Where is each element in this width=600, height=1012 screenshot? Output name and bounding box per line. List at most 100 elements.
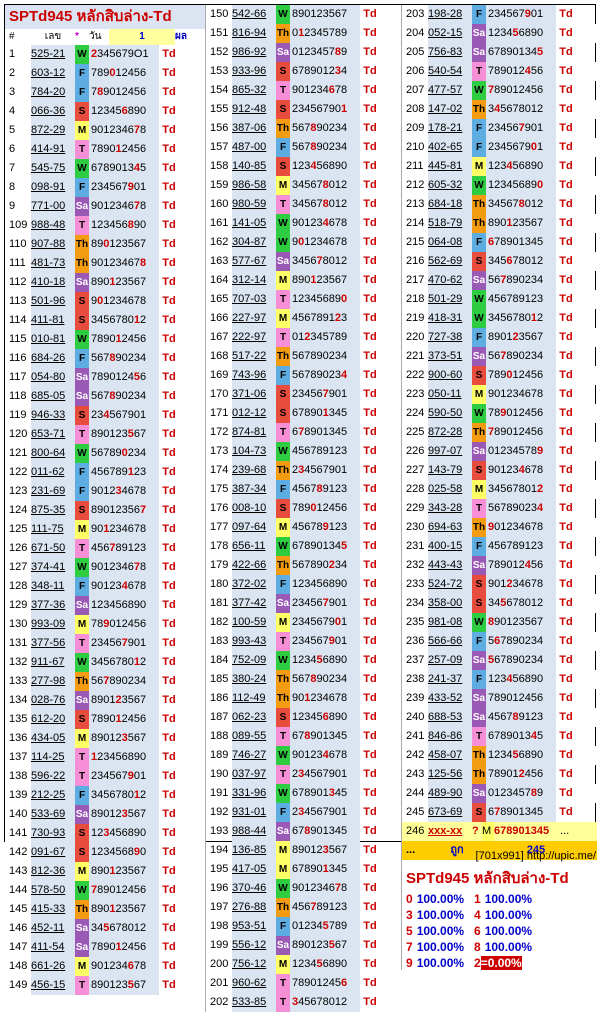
row-digits: 567890234 <box>290 670 360 689</box>
day-badge: Sa <box>276 43 290 62</box>
row-number: 235 <box>402 613 428 632</box>
row-number: 110 <box>5 235 31 254</box>
day-badge: Sa <box>75 805 89 824</box>
row-number: 197 <box>206 898 232 917</box>
row-result: Td <box>159 273 179 292</box>
stat-key: 1 <box>474 892 481 906</box>
row-number: 227 <box>402 461 428 480</box>
row-value: 091-67 <box>31 843 75 862</box>
row-result: Td <box>556 765 576 784</box>
row-value: 443-43 <box>428 556 472 575</box>
row-number: 162 <box>206 233 232 252</box>
row-number: 185 <box>206 670 232 689</box>
row-value: 433-52 <box>428 689 472 708</box>
row-result: Td <box>360 309 380 328</box>
row-digits: 789012456 <box>89 368 159 387</box>
day-badge: W <box>472 290 486 309</box>
day-badge: S <box>276 708 290 727</box>
row-number: 130 <box>5 615 31 634</box>
row-result: Td <box>360 461 380 480</box>
day-badge: W <box>472 176 486 195</box>
row-digits: 890123567 <box>89 501 159 520</box>
row-value: 533-85 <box>232 993 276 1012</box>
row-value: 953-51 <box>232 917 276 936</box>
row-digits: 345678012 <box>89 919 159 938</box>
row-value: 402-65 <box>428 138 472 157</box>
stat-key: 9 <box>406 956 413 970</box>
row-number: 142 <box>5 843 31 862</box>
row-digits: 567890234 <box>486 347 556 366</box>
row-number: 245 <box>402 803 428 822</box>
row-number: 169 <box>206 366 232 385</box>
row-value: 590-50 <box>428 404 472 423</box>
day-badge: F <box>276 138 290 157</box>
day-badge: T <box>472 499 486 518</box>
row-result: Td <box>556 480 576 499</box>
row-value: 556-12 <box>232 936 276 955</box>
row-result: Td <box>556 632 576 651</box>
row-number: 240 <box>402 708 428 727</box>
day-badge: F <box>472 632 486 651</box>
row-number: 129 <box>5 596 31 615</box>
row-result: Td <box>159 254 179 273</box>
day-badge: T <box>75 140 89 159</box>
row-value: 542-66 <box>232 5 276 24</box>
row-number: 148 <box>5 957 31 976</box>
row-result: Td <box>159 349 179 368</box>
row-number: 118 <box>5 387 31 406</box>
row-digits: 890123567 <box>89 273 159 292</box>
row-result: Td <box>159 577 179 596</box>
row-digits: 345678012 <box>89 786 159 805</box>
day-badge: F <box>75 64 89 83</box>
day-badge: Th <box>276 461 290 480</box>
day-badge: F <box>75 577 89 596</box>
day-badge: M <box>276 271 290 290</box>
day-badge: T <box>276 974 290 993</box>
stat-value: =0.00% <box>481 956 522 970</box>
row-result: Td <box>360 689 380 708</box>
row-value: 566-66 <box>428 632 472 651</box>
day-badge: F <box>75 786 89 805</box>
row-digits: 456789123 <box>290 898 360 917</box>
row-digits: 890123567 <box>486 214 556 233</box>
row-digits: 890123567 <box>89 235 159 254</box>
row-result: Td <box>159 197 179 216</box>
row-result: Td <box>556 461 576 480</box>
row-value: 445-81 <box>428 157 472 176</box>
row-digits: 901234678 <box>89 292 159 311</box>
row-value: 331-96 <box>232 784 276 803</box>
row-number: 7 <box>5 159 31 178</box>
row-digits: 123456890 <box>290 955 360 974</box>
row-number: 198 <box>206 917 232 936</box>
row-digits: 789012456 <box>486 423 556 442</box>
stat-value: 100.00% <box>417 956 464 970</box>
row-value: 400-15 <box>428 537 472 556</box>
row-value: 415-33 <box>31 900 75 919</box>
row-result: Td <box>360 879 380 898</box>
row-result: Td <box>360 24 380 43</box>
row-result: Td <box>360 138 380 157</box>
row-result: Td <box>360 784 380 803</box>
row-value: 112-49 <box>232 689 276 708</box>
row-result: Td <box>360 537 380 556</box>
row-result: Td <box>159 691 179 710</box>
row-digits: 234567901 <box>290 100 360 119</box>
row-result: Td <box>159 45 179 64</box>
row-value: 673-69 <box>428 803 472 822</box>
row-digits: 678901345 <box>290 727 360 746</box>
